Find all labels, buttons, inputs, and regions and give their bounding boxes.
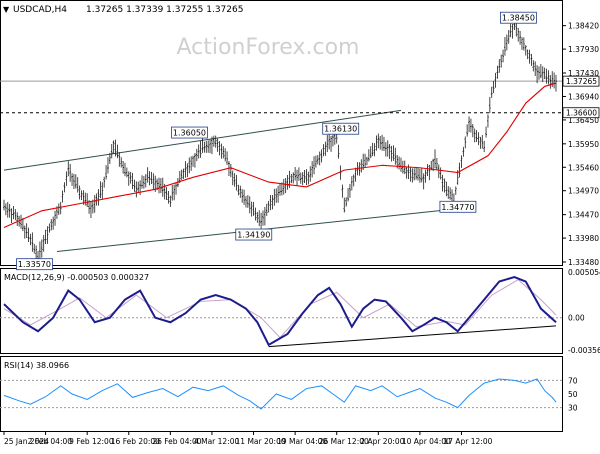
price-annotation-label: 1.34190 [237,231,270,240]
x-tick-label: 10 Apr 04:00 [402,437,451,446]
chart-symbol: USDCAD,H4 [13,5,67,15]
y-tick-label: 1.36940 [568,92,599,101]
level-tag-label: 1.37265 [566,77,597,86]
rsi-layer [0,378,562,410]
y-tick-label: 1.38420 [568,22,599,31]
price-annotation-box [439,200,477,213]
y-tick-label: 1.34470 [568,211,599,220]
macd-line [3,275,557,347]
watermark-text: ActionForex.com [177,35,360,60]
price-panel-frame [0,0,563,266]
x-tick-label: 16 Feb 20:00 [111,437,160,446]
macd-layer [0,275,562,348]
macd-y-tick-label: 0.00 [568,314,585,323]
price-layer: 1.38450 1.36050 1.36130 1.34770 1.34190 1.335… [0,11,562,271]
y-tick-label: 1.37930 [568,45,599,54]
rsi-title: RSI(14) 38.0966 [4,361,69,370]
macd-trendline [268,325,557,348]
x-tick-label: 4 Mar 12:00 [194,437,240,446]
level-tag-box [562,75,600,87]
price-annotation-box [322,122,360,135]
y-tick-label: 1.33480 [568,258,599,267]
x-tick-label: 25 Jan 2024 [4,437,49,446]
axis-layer: 1.38420 1.37930 1.37430 1.36940 1.36450 1.359… [3,22,600,446]
macd-y-tick-label: 0.005054 [568,268,600,277]
y-tick-label: 1.37430 [568,69,599,78]
price-annotation-label: 1.36050 [173,129,206,138]
rsi-line [3,378,557,410]
macd-y-tick-label: -0.003569 [568,346,600,355]
x-tick-label: 26 Mar 12:00 [319,437,369,446]
macd-panel-frame [0,268,563,354]
moving-average-line [3,82,557,229]
price-annotation-box [16,258,53,271]
x-tick-label: 2 Feb 04:00 [28,437,73,446]
price-annotation-label: 1.38450 [502,14,535,23]
x-tick-label: 19 Mar 04:00 [277,437,327,446]
rsi-y-tick-label: 70 [568,376,578,385]
y-tick-label: 1.34970 [568,187,599,196]
y-tick-label: 1.35460 [568,163,599,172]
macd-title: MACD(12,26,9) -0.000503 0.000327 [4,273,149,282]
y-tick-label: 1.33980 [568,234,599,243]
price-annotation-box [171,126,208,139]
x-tick-label: 26 Feb 04:00 [152,437,201,446]
dropdown-triangle-icon[interactable]: ▼ [3,5,10,14]
price-annotation-box [500,11,537,24]
y-tick-label: 1.35950 [568,140,599,149]
price-annotation-label: 1.36130 [324,125,357,134]
rsi-panel-frame [0,356,563,432]
x-tick-label: 11 Mar 20:00 [236,437,286,446]
chart-ohlc: 1.37265 1.37339 1.37255 1.37265 [86,5,243,15]
x-tick-label: 2 Apr 20:00 [360,437,404,446]
rsi-y-tick-label: 50 [568,390,578,399]
x-tick-label: 9 Feb 12:00 [69,437,114,446]
x-tick-label: 17 Apr 12:00 [443,437,492,446]
price-annotation-box [235,228,273,241]
level-tag-label: 1.36600 [566,109,597,118]
y-tick-label: 1.36450 [568,116,599,125]
level-tag-box [562,107,600,119]
price-annotation-label: 1.34770 [441,203,474,212]
rsi-y-tick-label: 30 [568,404,578,413]
macd-signal-line [3,279,557,339]
price-annotation-label: 1.33570 [18,260,51,269]
